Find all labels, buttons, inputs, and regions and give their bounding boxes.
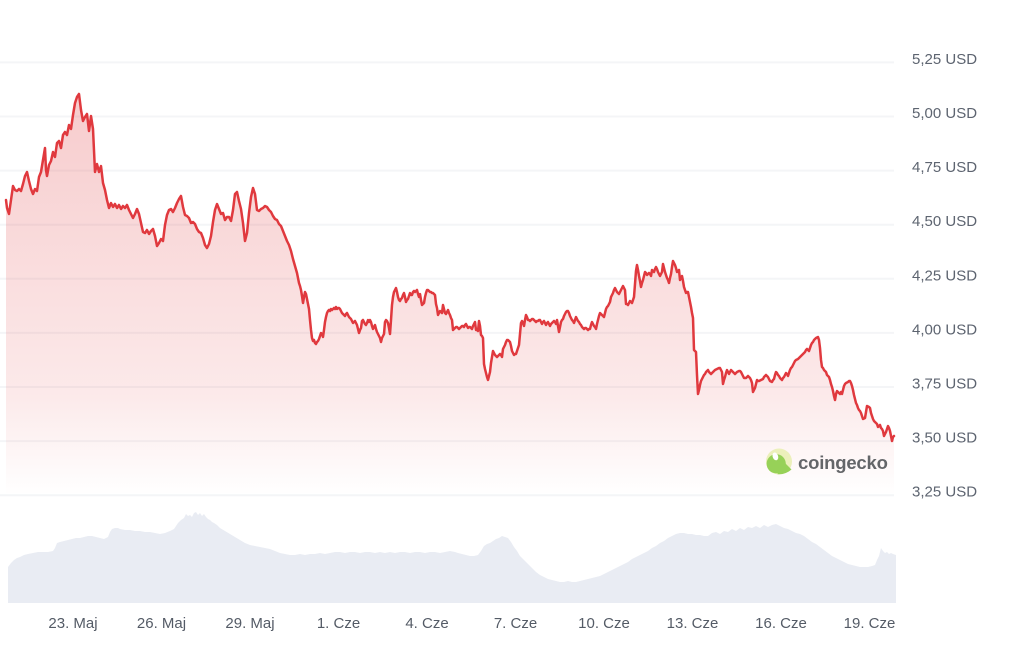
svg-text:16. Cze: 16. Cze: [755, 615, 807, 632]
svg-text:coingecko: coingecko: [798, 452, 888, 473]
svg-text:29. Maj: 29. Maj: [225, 615, 274, 632]
svg-text:4,50 USD: 4,50 USD: [912, 213, 977, 230]
svg-text:13. Cze: 13. Cze: [667, 615, 719, 632]
svg-text:4. Cze: 4. Cze: [405, 615, 448, 632]
svg-text:3,75 USD: 3,75 USD: [912, 376, 977, 393]
svg-text:3,50 USD: 3,50 USD: [912, 430, 977, 447]
svg-text:10. Cze: 10. Cze: [578, 615, 630, 632]
svg-text:4,25 USD: 4,25 USD: [912, 267, 977, 284]
svg-text:19. Cze: 19. Cze: [844, 615, 896, 632]
svg-text:4,00 USD: 4,00 USD: [912, 321, 977, 338]
svg-text:4,75 USD: 4,75 USD: [912, 159, 977, 176]
svg-text:26. Maj: 26. Maj: [137, 615, 186, 632]
svg-text:5,25 USD: 5,25 USD: [912, 51, 977, 68]
svg-text:23. Maj: 23. Maj: [48, 615, 97, 632]
svg-text:3,25 USD: 3,25 USD: [912, 484, 977, 501]
svg-text:1. Cze: 1. Cze: [317, 615, 360, 632]
svg-text:5,00 USD: 5,00 USD: [912, 105, 977, 122]
svg-text:7. Cze: 7. Cze: [494, 615, 537, 632]
